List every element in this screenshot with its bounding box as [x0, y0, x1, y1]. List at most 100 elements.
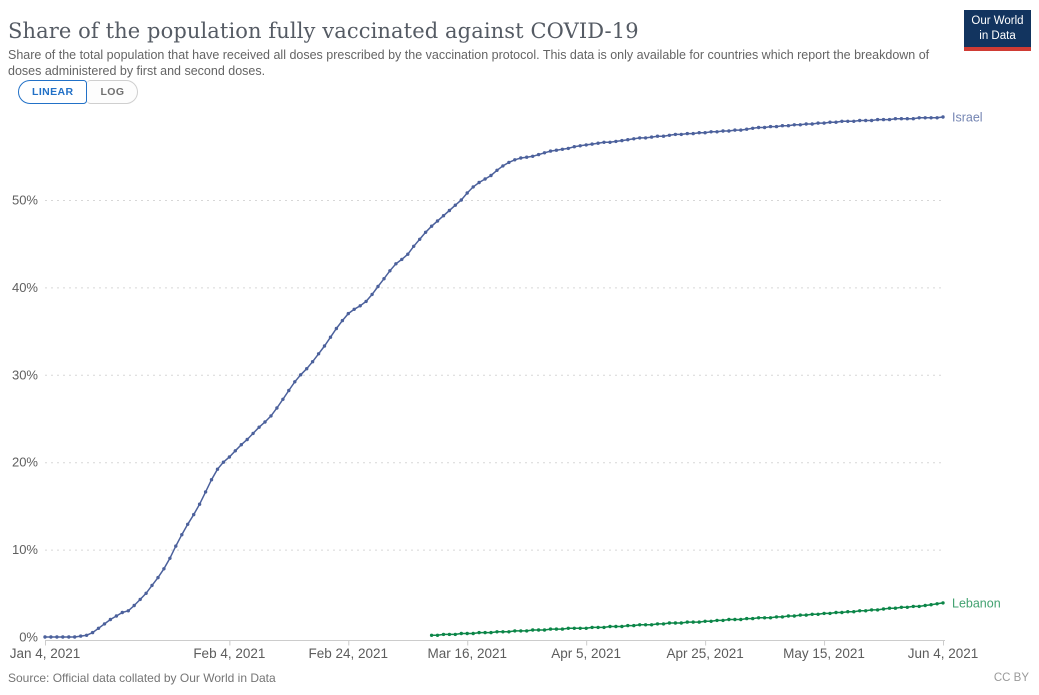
series-point-israel	[346, 311, 350, 316]
series-point-israel	[751, 126, 755, 130]
series-point-israel	[679, 132, 683, 137]
series-point-israel	[905, 117, 909, 121]
series-point-israel	[423, 230, 428, 234]
series-point-israel	[203, 490, 208, 494]
series-point-israel	[453, 203, 457, 207]
series-point-lebanon	[715, 618, 719, 623]
series-point-israel	[525, 155, 529, 159]
series-point-israel	[834, 120, 838, 124]
series-point-israel	[643, 136, 648, 140]
series-point-israel	[703, 131, 707, 135]
series-line-israel	[45, 116, 944, 638]
log-scale-button[interactable]: LOG	[87, 80, 139, 104]
series-point-israel	[49, 635, 53, 639]
series-point-israel	[233, 449, 237, 453]
series-point-lebanon	[786, 614, 791, 618]
series-point-lebanon	[858, 609, 862, 613]
series-point-lebanon	[548, 627, 553, 631]
cc-by-link[interactable]: CC BY	[993, 672, 1029, 684]
series-point-lebanon	[483, 630, 487, 635]
series-point-lebanon	[792, 614, 796, 618]
linear-scale-button[interactable]: LINEAR	[18, 80, 88, 104]
series-point-israel	[691, 131, 695, 136]
series-point-lebanon	[923, 603, 927, 608]
series-point-israel	[316, 352, 321, 356]
series-point-israel	[156, 575, 160, 580]
series-point-israel	[513, 158, 517, 162]
series-point-israel	[804, 122, 808, 126]
series-point-israel	[382, 277, 386, 281]
series-point-lebanon	[477, 630, 481, 635]
chart-subtitle: Share of the total population that have …	[8, 47, 930, 79]
series-point-israel	[614, 139, 618, 144]
y-axis-tick-label: 50%	[12, 193, 38, 208]
y-axis-tick-label: 20%	[12, 455, 38, 470]
series-label-israel: Israel	[952, 110, 983, 124]
series-point-israel	[400, 257, 404, 262]
x-axis-tick-label: Mar 16, 2021	[427, 646, 507, 661]
series-point-lebanon	[828, 611, 832, 616]
series-point-israel	[554, 148, 559, 152]
series-point-lebanon	[846, 610, 850, 614]
series-point-israel	[727, 129, 731, 133]
series-point-israel	[816, 121, 820, 125]
series-point-israel	[406, 252, 410, 256]
owid-logo-line2: in Data	[979, 29, 1016, 42]
series-point-israel	[762, 125, 767, 130]
series-point-israel	[911, 117, 915, 121]
series-point-lebanon	[578, 626, 582, 630]
series-point-lebanon	[911, 604, 915, 609]
series-point-israel	[638, 136, 642, 140]
series-point-lebanon	[840, 610, 844, 615]
series-point-israel	[602, 140, 606, 144]
series-point-israel	[263, 420, 267, 424]
series-point-israel	[655, 134, 660, 138]
series-point-lebanon	[489, 630, 493, 635]
series-point-lebanon	[780, 615, 785, 619]
series-point-israel	[108, 617, 113, 622]
series-point-israel	[620, 138, 624, 143]
series-point-lebanon	[881, 607, 886, 611]
series-point-israel	[756, 125, 761, 130]
series-point-lebanon	[459, 631, 463, 636]
series-point-israel	[447, 208, 452, 213]
series-point-israel	[441, 214, 446, 218]
series-point-lebanon	[685, 620, 689, 624]
series-point-lebanon	[554, 627, 559, 631]
series-point-lebanon	[691, 620, 695, 624]
x-axis-tick-label: Feb 24, 2021	[309, 646, 389, 661]
series-point-israel	[96, 626, 101, 630]
series-point-lebanon	[935, 602, 939, 606]
series-point-lebanon	[441, 632, 446, 637]
series-point-lebanon	[816, 612, 820, 616]
series-point-israel	[418, 237, 422, 241]
x-axis-tick-label: Apr 5, 2021	[551, 646, 621, 661]
series-point-lebanon	[798, 613, 802, 617]
series-point-lebanon	[721, 618, 725, 623]
series-point-israel	[792, 123, 796, 127]
series-point-lebanon	[697, 620, 701, 624]
series-point-israel	[697, 131, 701, 135]
series-point-israel	[810, 122, 814, 126]
series-point-israel	[287, 388, 291, 393]
series-point-lebanon	[745, 616, 749, 621]
series-point-israel	[174, 544, 178, 548]
series-point-israel	[780, 124, 785, 128]
series-point-israel	[649, 135, 654, 139]
x-axis-tick-label: Jan 4, 2021	[10, 646, 81, 661]
owid-logo[interactable]: Our World in Data	[964, 10, 1031, 51]
series-point-lebanon	[626, 623, 630, 628]
series-point-lebanon	[465, 631, 469, 636]
series-point-israel	[61, 635, 65, 639]
scale-toggle: LINEAR LOG	[18, 80, 139, 104]
series-point-israel	[745, 127, 749, 131]
series-point-israel	[864, 118, 868, 123]
owid-logo-line1: Our World	[971, 15, 1024, 27]
series-point-lebanon	[507, 630, 511, 634]
series-point-lebanon	[566, 626, 570, 630]
series-point-lebanon	[852, 610, 856, 614]
series-point-israel	[132, 603, 136, 608]
series-point-lebanon	[709, 619, 713, 623]
series-point-israel	[852, 119, 856, 124]
